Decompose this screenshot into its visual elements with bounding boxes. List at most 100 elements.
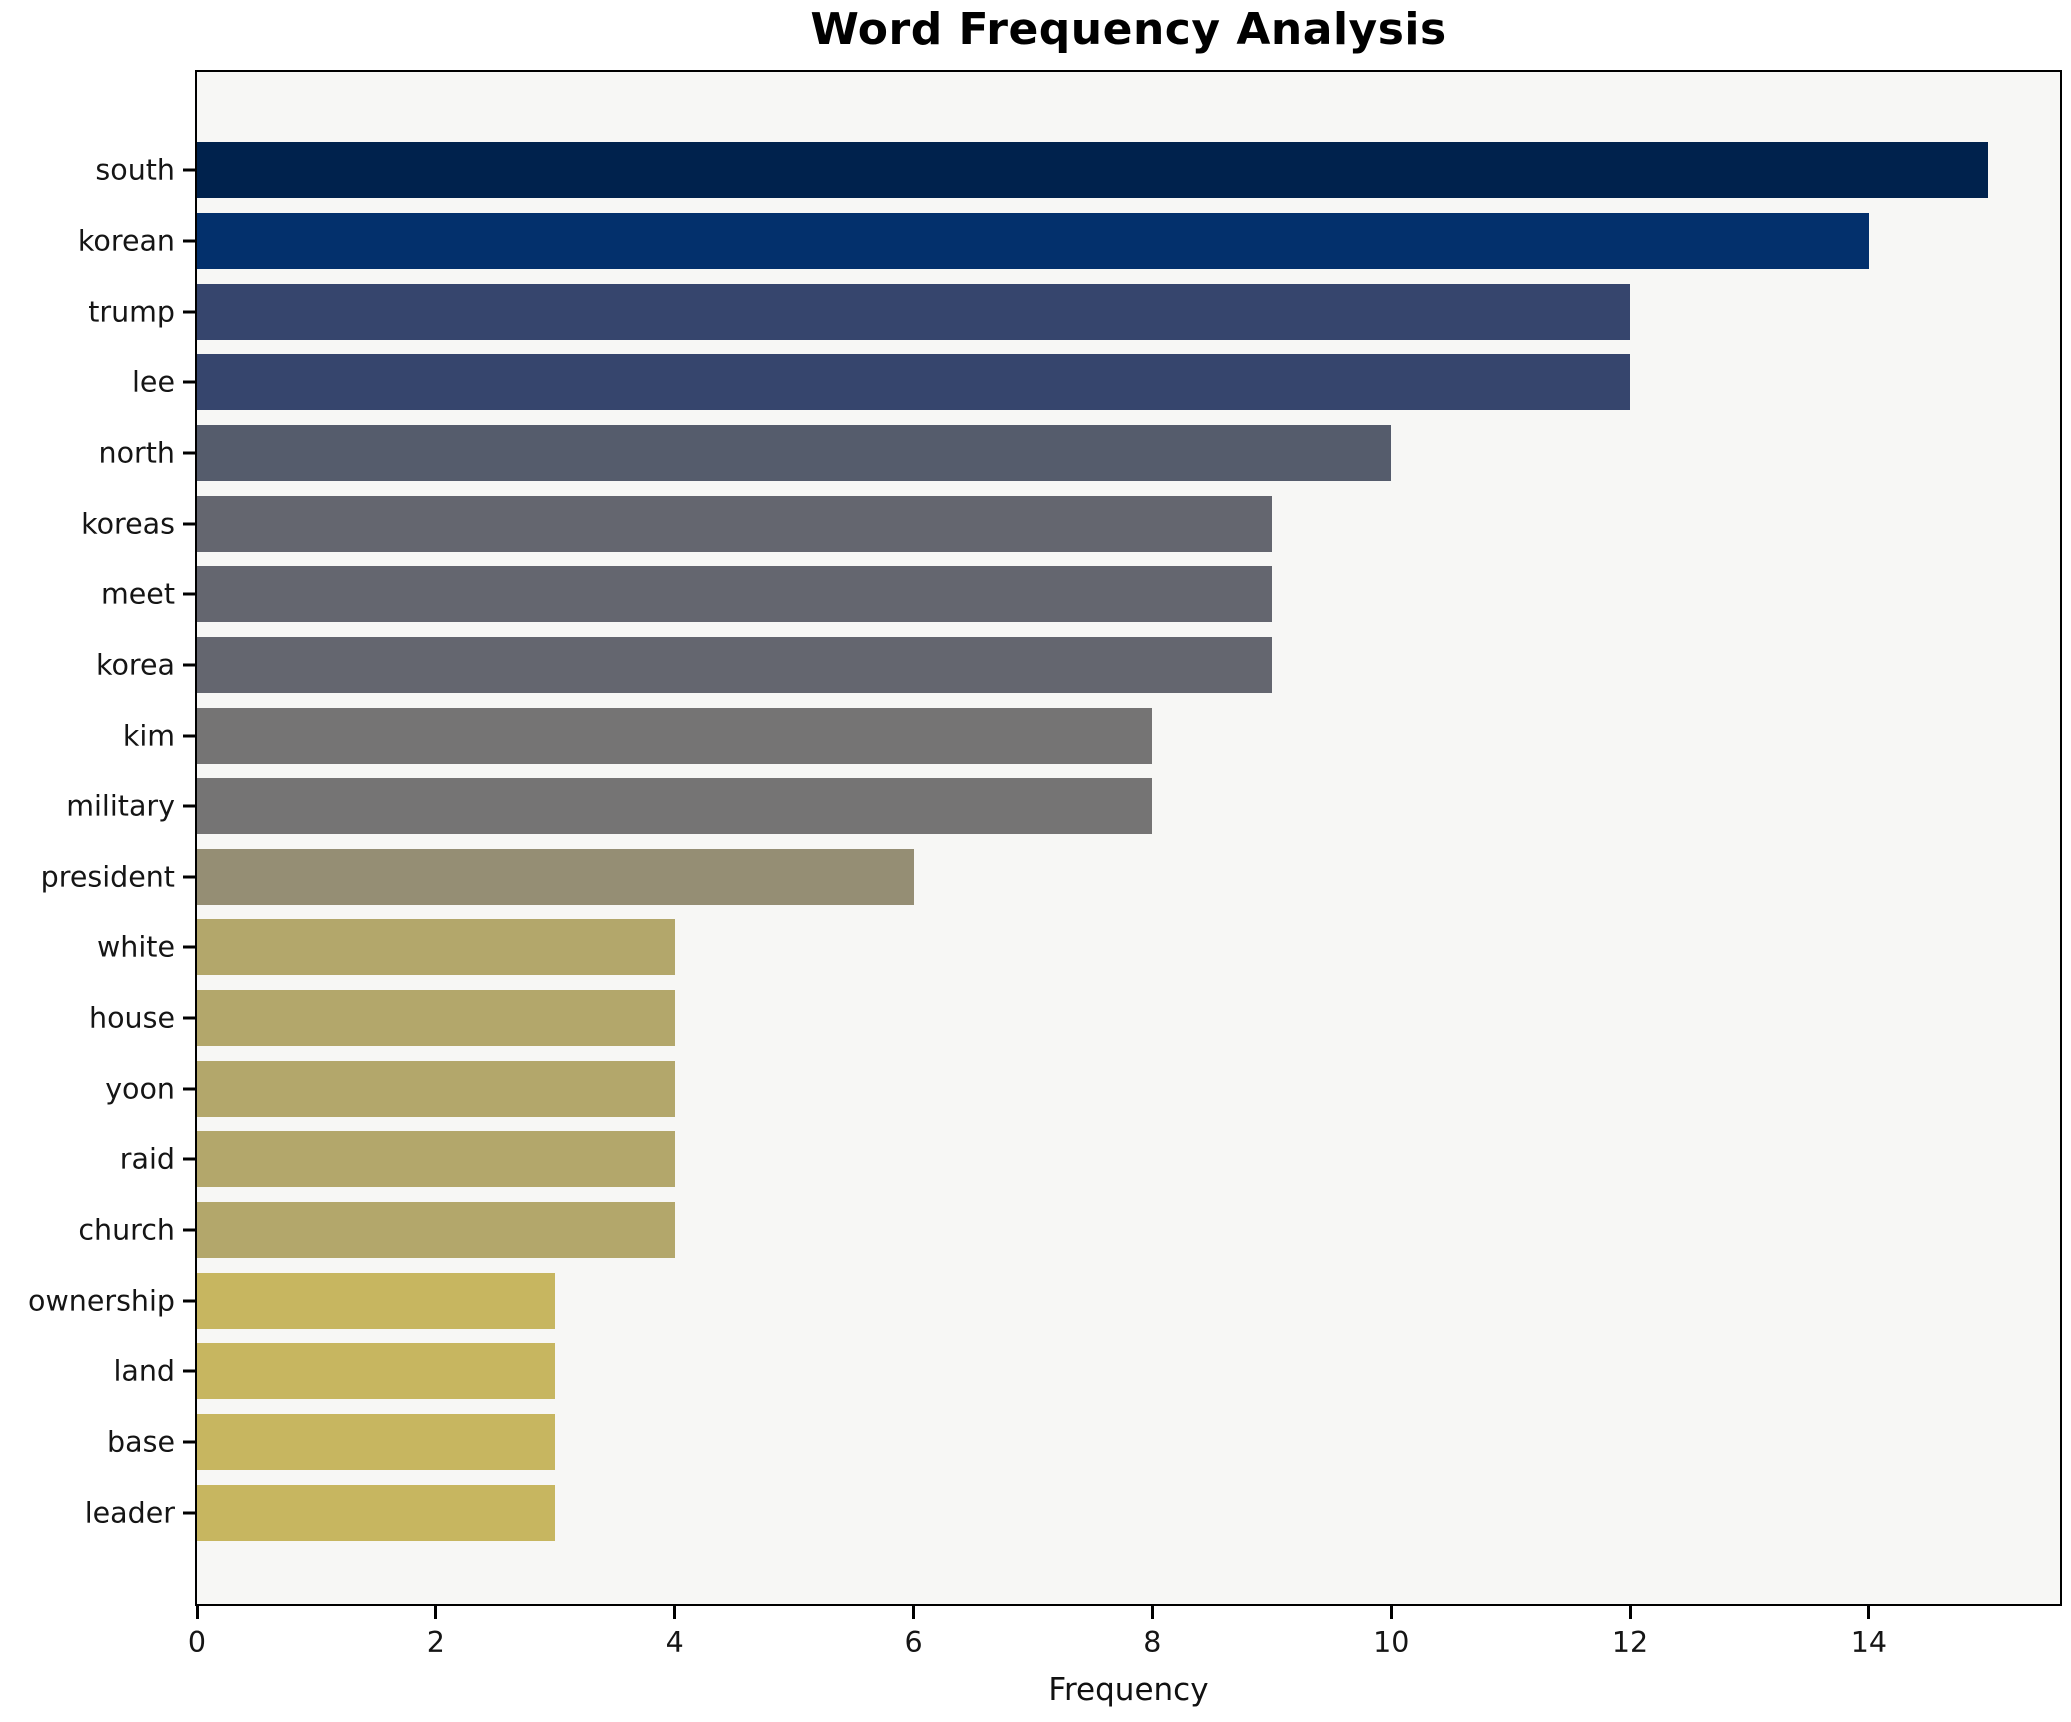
bar-north bbox=[197, 424, 1392, 481]
category-row: house bbox=[0, 983, 2071, 1054]
bar-white bbox=[197, 919, 675, 976]
chart-title: Word Frequency Analysis bbox=[810, 4, 1447, 55]
category-row: military bbox=[0, 771, 2071, 842]
x-axis-label: Frequency bbox=[1048, 1672, 1209, 1708]
x-tick-mark bbox=[434, 1606, 438, 1619]
category-row: leader bbox=[0, 1477, 2071, 1548]
y-tick-label: koreas bbox=[81, 506, 175, 540]
category-row: meet bbox=[0, 559, 2071, 630]
x-tick-mark bbox=[1150, 1606, 1154, 1619]
x-tick-mark bbox=[195, 1606, 199, 1619]
category-row: raid bbox=[0, 1124, 2071, 1195]
y-tick-label: church bbox=[78, 1213, 175, 1247]
category-row: trump bbox=[0, 276, 2071, 347]
y-tick-mark bbox=[183, 1016, 195, 1020]
y-tick-mark bbox=[183, 1157, 195, 1161]
bar-yoon bbox=[197, 1060, 675, 1117]
bar-korea bbox=[197, 636, 1272, 693]
bar-raid bbox=[197, 1131, 675, 1188]
x-tick-mark bbox=[912, 1606, 916, 1619]
category-row: base bbox=[0, 1407, 2071, 1478]
y-tick-mark bbox=[183, 734, 195, 737]
category-row: lee bbox=[0, 347, 2071, 418]
y-tick-label: land bbox=[113, 1354, 175, 1388]
y-tick-label: raid bbox=[119, 1142, 175, 1176]
y-tick-mark bbox=[183, 592, 195, 596]
y-tick-label: white bbox=[97, 930, 175, 964]
y-tick-label: south bbox=[95, 153, 175, 187]
y-tick-label: kim bbox=[122, 718, 175, 752]
bar-ownership bbox=[197, 1272, 556, 1329]
x-tick-label: 12 bbox=[1611, 1626, 1649, 1659]
y-tick-mark bbox=[183, 1440, 195, 1444]
x-tick-label: 6 bbox=[904, 1626, 923, 1659]
y-tick-label: leader bbox=[84, 1495, 175, 1529]
category-row: church bbox=[0, 1195, 2071, 1266]
y-tick-label: lee bbox=[132, 365, 175, 399]
x-tick-mark bbox=[1867, 1606, 1871, 1619]
y-tick-label: trump bbox=[88, 294, 175, 328]
bar-base bbox=[197, 1414, 556, 1470]
y-tick-mark bbox=[183, 1369, 195, 1373]
x-tick-label: 0 bbox=[187, 1626, 207, 1659]
x-tick-label: 8 bbox=[1143, 1626, 1162, 1659]
y-tick-mark bbox=[183, 945, 195, 949]
y-tick-mark bbox=[183, 522, 195, 526]
y-tick-mark bbox=[183, 310, 195, 314]
y-tick-label: president bbox=[40, 860, 175, 894]
y-tick-label: north bbox=[98, 436, 175, 470]
bar-trump bbox=[197, 283, 1631, 340]
bar-kim bbox=[197, 707, 1153, 764]
bar-meet bbox=[197, 566, 1272, 623]
bar-lee bbox=[197, 354, 1631, 411]
y-tick-label: korean bbox=[77, 224, 175, 258]
x-tick-label: 2 bbox=[426, 1626, 445, 1659]
y-tick-label: yoon bbox=[105, 1072, 175, 1106]
category-row: koreas bbox=[0, 488, 2071, 559]
bar-military bbox=[197, 778, 1153, 835]
y-tick-label: meet bbox=[100, 577, 175, 611]
y-tick-label: house bbox=[89, 1001, 175, 1035]
category-row: north bbox=[0, 418, 2071, 489]
bar-leader bbox=[197, 1484, 556, 1541]
x-tick-mark bbox=[1389, 1606, 1393, 1619]
x-tick-label: 10 bbox=[1373, 1626, 1410, 1659]
category-row: kim bbox=[0, 700, 2071, 771]
bar-president bbox=[197, 848, 914, 905]
category-row: white bbox=[0, 912, 2071, 983]
y-tick-mark bbox=[183, 1228, 195, 1232]
y-tick-label: korea bbox=[95, 648, 175, 682]
category-row: south bbox=[0, 135, 2071, 206]
x-tick-mark bbox=[1628, 1606, 1632, 1619]
category-row: land bbox=[0, 1336, 2071, 1407]
y-tick-mark bbox=[183, 875, 195, 879]
y-tick-mark bbox=[183, 804, 195, 808]
y-tick-label: ownership bbox=[28, 1284, 175, 1318]
y-tick-mark bbox=[183, 168, 195, 172]
x-tick-mark bbox=[673, 1606, 677, 1619]
bar-south bbox=[197, 142, 1989, 199]
y-tick-mark bbox=[183, 1299, 195, 1303]
bar-land bbox=[197, 1343, 556, 1400]
y-tick-mark bbox=[183, 451, 195, 455]
category-row: korea bbox=[0, 630, 2071, 701]
x-tick-label: 4 bbox=[665, 1626, 684, 1659]
y-tick-mark bbox=[183, 380, 195, 384]
category-row: yoon bbox=[0, 1053, 2071, 1124]
bars-container: south korean trump lee north koreas meet korea k… bbox=[0, 135, 2071, 1548]
bar-koreas bbox=[197, 495, 1272, 552]
category-row: korean bbox=[0, 206, 2071, 277]
y-tick-label: military bbox=[66, 789, 175, 823]
y-tick-label: base bbox=[107, 1425, 175, 1459]
y-tick-mark bbox=[183, 663, 195, 667]
y-tick-mark bbox=[183, 1087, 195, 1091]
category-row: president bbox=[0, 842, 2071, 913]
y-tick-mark bbox=[183, 1511, 195, 1515]
x-tick-label: 14 bbox=[1850, 1626, 1888, 1659]
category-row: ownership bbox=[0, 1265, 2071, 1336]
bar-church bbox=[197, 1202, 675, 1259]
bar-korean bbox=[197, 212, 1869, 269]
bar-house bbox=[197, 990, 675, 1047]
y-tick-mark bbox=[183, 239, 195, 243]
